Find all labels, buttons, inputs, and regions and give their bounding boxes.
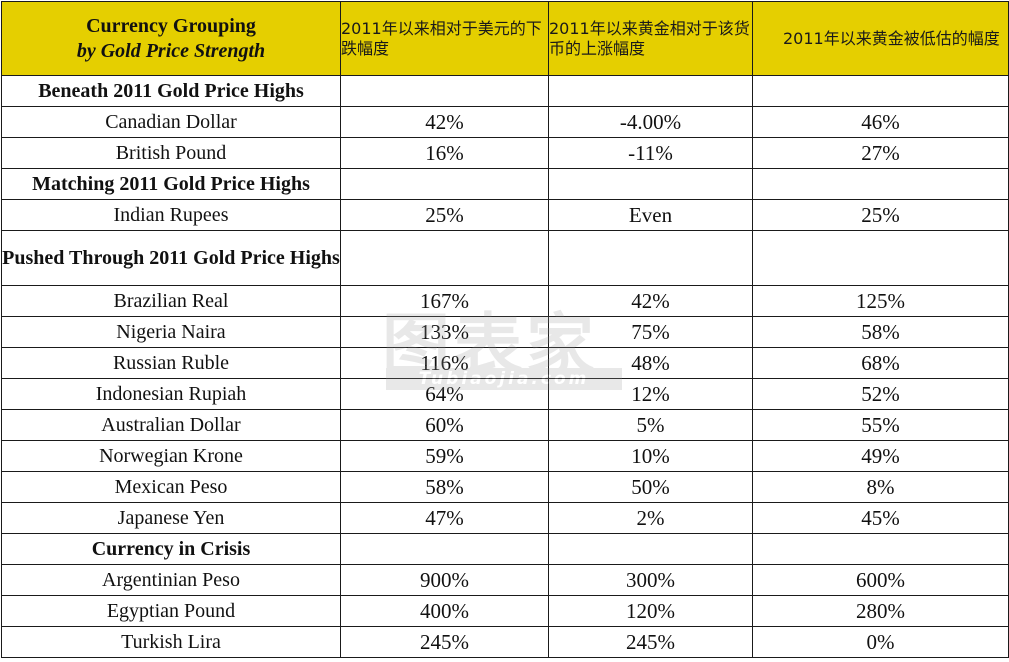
empty-cell [548,75,753,107]
table-row: Canadian Dollar 42% -4.00% 46% [1,106,1009,138]
usd-decline-value: 116% [340,347,549,379]
currency-name: Brazilian Real [1,285,341,317]
gold-undervalued-value: 49% [752,440,1009,472]
table-row: Brazilian Real 167% 42% 125% [1,285,1009,317]
gold-rise-value: -4.00% [548,106,753,138]
gold-rise-value: 50% [548,471,753,503]
table-row: Norwegian Krone 59% 10% 49% [1,440,1009,472]
usd-decline-value: 42% [340,106,549,138]
empty-cell [548,533,753,565]
table-row: Mexican Peso 58% 50% 8% [1,471,1009,503]
usd-decline-value: 64% [340,378,549,410]
gold-undervalued-value: 55% [752,409,1009,441]
currency-name: Mexican Peso [1,471,341,503]
gold-undervalued-value: 46% [752,106,1009,138]
gold-rise-value: 5% [548,409,753,441]
gold-rise-value: 48% [548,347,753,379]
gold-undervalued-value: 52% [752,378,1009,410]
table-row: Australian Dollar 60% 5% 55% [1,409,1009,441]
currency-name: Egyptian Pound [1,595,341,627]
header-gold-undervalued: 2011年以来黄金被低估的幅度 [752,1,1009,76]
table-header-row: Currency Grouping by Gold Price Strength… [1,1,1009,76]
currency-name: Argentinian Peso [1,564,341,596]
empty-cell [340,533,549,565]
gold-rise-value: 2% [548,502,753,534]
group-title: Pushed Through 2011 Gold Price Highs [1,230,341,286]
empty-cell [752,230,1009,286]
usd-decline-value: 167% [340,285,549,317]
gold-undervalued-value: 68% [752,347,1009,379]
table-row: Argentinian Peso 900% 300% 600% [1,564,1009,596]
usd-decline-value: 25% [340,199,549,231]
gold-rise-value: 12% [548,378,753,410]
currency-name: Japanese Yen [1,502,341,534]
group-title: Matching 2011 Gold Price Highs [1,168,341,200]
empty-cell [752,168,1009,200]
empty-cell [340,75,549,107]
currency-name: Turkish Lira [1,626,341,658]
currency-name: Norwegian Krone [1,440,341,472]
usd-decline-value: 47% [340,502,549,534]
gold-rise-value: 300% [548,564,753,596]
usd-decline-value: 60% [340,409,549,441]
gold-undervalued-value: 8% [752,471,1009,503]
usd-decline-value: 400% [340,595,549,627]
gold-rise-value: 245% [548,626,753,658]
gold-rise-value: -11% [548,137,753,169]
table-row: Indonesian Rupiah 64% 12% 52% [1,378,1009,410]
header-usd-decline: 2011年以来相对于美元的下跌幅度 [340,1,549,76]
table-row: Japanese Yen 47% 2% 45% [1,502,1009,534]
header-currency-grouping: Currency Grouping by Gold Price Strength [1,1,341,76]
usd-decline-value: 245% [340,626,549,658]
gold-undervalued-value: 125% [752,285,1009,317]
gold-rise-value: 75% [548,316,753,348]
group-header-row: Beneath 2011 Gold Price Highs [1,75,1009,107]
empty-cell [752,75,1009,107]
gold-rise-value: 120% [548,595,753,627]
empty-cell [340,168,549,200]
empty-cell [548,230,753,286]
currency-name: Russian Ruble [1,347,341,379]
gold-undervalued-value: 600% [752,564,1009,596]
gold-rise-value: Even [548,199,753,231]
usd-decline-value: 58% [340,471,549,503]
empty-cell [340,230,549,286]
table-row: Russian Ruble 116% 48% 68% [1,347,1009,379]
group-title: Currency in Crisis [1,533,341,565]
currency-name: Canadian Dollar [1,106,341,138]
currency-name: Indonesian Rupiah [1,378,341,410]
header-currency-grouping-subtitle: by Gold Price Strength [76,39,266,62]
table-row: Turkish Lira 245% 245% 0% [1,626,1009,658]
header-gold-rise: 2011年以来黄金相对于该货币的上涨幅度 [548,1,753,76]
gold-undervalued-value: 280% [752,595,1009,627]
usd-decline-value: 16% [340,137,549,169]
group-header-row: Currency in Crisis [1,533,1009,565]
table-row: Egyptian Pound 400% 120% 280% [1,595,1009,627]
table-row: Nigeria Naira 133% 75% 58% [1,316,1009,348]
table-body: Beneath 2011 Gold Price Highs Canadian D… [1,75,1009,658]
gold-undervalued-value: 45% [752,502,1009,534]
usd-decline-value: 133% [340,316,549,348]
group-header-row: Matching 2011 Gold Price Highs [1,168,1009,200]
empty-cell [752,533,1009,565]
empty-cell [548,168,753,200]
header-currency-grouping-title: Currency Grouping [86,14,256,37]
usd-decline-value: 900% [340,564,549,596]
gold-undervalued-value: 0% [752,626,1009,658]
gold-rise-value: 42% [548,285,753,317]
currency-name: Nigeria Naira [1,316,341,348]
gold-undervalued-value: 27% [752,137,1009,169]
gold-undervalued-value: 58% [752,316,1009,348]
table-row: British Pound 16% -11% 27% [1,137,1009,169]
currency-name: Australian Dollar [1,409,341,441]
usd-decline-value: 59% [340,440,549,472]
group-title: Beneath 2011 Gold Price Highs [1,75,341,107]
gold-undervalued-value: 25% [752,199,1009,231]
table-row: Indian Rupees 25% Even 25% [1,199,1009,231]
currency-name: British Pound [1,137,341,169]
group-header-row: Pushed Through 2011 Gold Price Highs [1,230,1009,286]
currency-name: Indian Rupees [1,199,341,231]
gold-rise-value: 10% [548,440,753,472]
